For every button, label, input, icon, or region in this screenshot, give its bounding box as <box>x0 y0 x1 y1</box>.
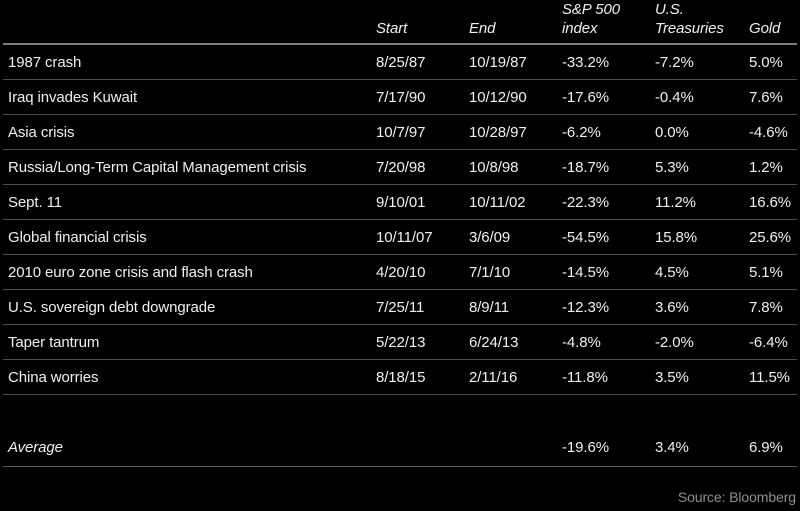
average-row: Average -19.6% 3.4% 6.9% <box>3 395 797 467</box>
col-header-treasuries-line1: U.S. <box>655 1 684 18</box>
treasuries-cell: 3.6% <box>655 298 689 316</box>
event-cell: China worries <box>8 368 99 386</box>
col-header-gold-label: Gold <box>749 20 781 37</box>
start-cell: 9/10/01 <box>376 193 426 211</box>
start-cell: 8/25/87 <box>376 53 426 71</box>
table-row: Asia crisis 10/7/97 10/28/97 -6.2% 0.0% … <box>3 115 797 150</box>
average-label: Average <box>8 439 63 456</box>
event-cell: U.S. sovereign debt downgrade <box>8 298 216 316</box>
event-cell: Global financial crisis <box>8 228 147 246</box>
treasuries-cell: -2.0% <box>655 333 694 351</box>
start-cell: 7/25/11 <box>376 298 425 316</box>
treasuries-cell: 3.4% <box>655 439 689 456</box>
gold-cell: 1.2% <box>749 158 783 176</box>
treasuries-cell: 5.3% <box>655 158 689 176</box>
end-cell: 10/11/02 <box>469 193 526 211</box>
event-cell: Russia/Long-Term Capital Management cris… <box>8 158 307 176</box>
start-cell: 8/18/15 <box>376 368 426 386</box>
end-cell: 10/12/90 <box>469 88 527 106</box>
start-cell: 10/11/07 <box>376 228 433 246</box>
col-header-start: Start <box>376 19 469 38</box>
treasuries-cell: 11.2% <box>655 193 696 211</box>
gold-cell: 5.0% <box>749 53 783 71</box>
sp500-cell: -6.2% <box>562 123 601 141</box>
treasuries-cell: 3.5% <box>655 368 689 386</box>
gold-cell: 7.8% <box>749 298 783 316</box>
event-cell: Sept. 11 <box>8 193 62 211</box>
sp500-cell: -14.5% <box>562 263 609 281</box>
start-cell: 10/7/97 <box>376 123 426 141</box>
source-label: Source: Bloomberg <box>677 489 796 505</box>
treasuries-cell: -0.4% <box>655 88 694 106</box>
start-cell: 4/20/10 <box>376 263 426 281</box>
sp500-cell: -22.3% <box>562 193 609 211</box>
table-header-row: Start End S&P 500 index U.S. Treasuries … <box>3 0 797 45</box>
col-header-end-label: End <box>469 20 496 37</box>
gold-cell: 16.6% <box>749 193 792 211</box>
treasuries-cell: 4.5% <box>655 263 689 281</box>
col-header-gold: Gold <box>749 19 797 38</box>
gold-cell: 5.1% <box>749 263 783 281</box>
table-row: 1987 crash 8/25/87 10/19/87 -33.2% -7.2%… <box>3 45 797 80</box>
table-row: Taper tantrum 5/22/13 6/24/13 -4.8% -2.0… <box>3 325 797 360</box>
end-cell: 7/1/10 <box>469 263 511 281</box>
col-header-sp500-line2: index <box>562 20 598 37</box>
col-header-sp500-line1: S&P 500 <box>562 1 620 18</box>
end-cell: 10/19/87 <box>469 53 527 71</box>
gold-cell: 6.9% <box>749 439 783 456</box>
treasuries-cell: 15.8% <box>655 228 698 246</box>
event-cell: Asia crisis <box>8 123 75 141</box>
col-header-treasuries-line2: Treasuries <box>655 20 724 37</box>
sp500-cell: -11.8% <box>562 368 608 386</box>
footer: Source: Bloomberg <box>3 467 797 505</box>
table-row: Global financial crisis 10/11/07 3/6/09 … <box>3 220 797 255</box>
sp500-cell: -54.5% <box>562 228 609 246</box>
table-row: U.S. sovereign debt downgrade 7/25/11 8/… <box>3 290 797 325</box>
end-cell: 8/9/11 <box>469 298 509 316</box>
end-cell: 2/11/16 <box>469 368 518 386</box>
gold-cell: 7.6% <box>749 88 783 106</box>
table-row: Sept. 11 9/10/01 10/11/02 -22.3% 11.2% 1… <box>3 185 797 220</box>
table-row: Russia/Long-Term Capital Management cris… <box>3 150 797 185</box>
col-header-end: End <box>469 19 562 38</box>
event-cell: Iraq invades Kuwait <box>8 88 138 106</box>
gold-cell: 25.6% <box>749 228 792 246</box>
event-cell: Taper tantrum <box>8 333 100 351</box>
col-header-sp500: S&P 500 index <box>562 0 655 38</box>
gold-cell: -6.4% <box>749 333 788 351</box>
start-cell: 7/20/98 <box>376 158 426 176</box>
sp500-cell: -12.3% <box>562 298 609 316</box>
end-cell: 10/28/97 <box>469 123 527 141</box>
col-header-start-label: Start <box>376 20 408 37</box>
sp500-cell: -18.7% <box>562 158 609 176</box>
end-cell: 10/8/98 <box>469 158 519 176</box>
treasuries-cell: 0.0% <box>655 123 689 141</box>
sp500-cell: -19.6% <box>562 439 609 456</box>
table-row: Iraq invades Kuwait 7/17/90 10/12/90 -17… <box>3 80 797 115</box>
start-cell: 5/22/13 <box>376 333 426 351</box>
end-cell: 6/24/13 <box>469 333 519 351</box>
sp500-cell: -17.6% <box>562 88 609 106</box>
col-header-treasuries: U.S. Treasuries <box>655 0 749 38</box>
gold-cell: -4.6% <box>749 123 788 141</box>
table-row: China worries 8/18/15 2/11/16 -11.8% 3.5… <box>3 360 797 395</box>
sp500-cell: -4.8% <box>562 333 601 351</box>
end-cell: 3/6/09 <box>469 228 511 246</box>
start-cell: 7/17/90 <box>376 88 426 106</box>
event-cell: 2010 euro zone crisis and flash crash <box>8 263 253 281</box>
sp500-cell: -33.2% <box>562 53 609 71</box>
event-cell: 1987 crash <box>8 53 82 71</box>
gold-cell: 11.5% <box>749 368 790 386</box>
table-row: 2010 euro zone crisis and flash crash 4/… <box>3 255 797 290</box>
treasuries-cell: -7.2% <box>655 53 694 71</box>
